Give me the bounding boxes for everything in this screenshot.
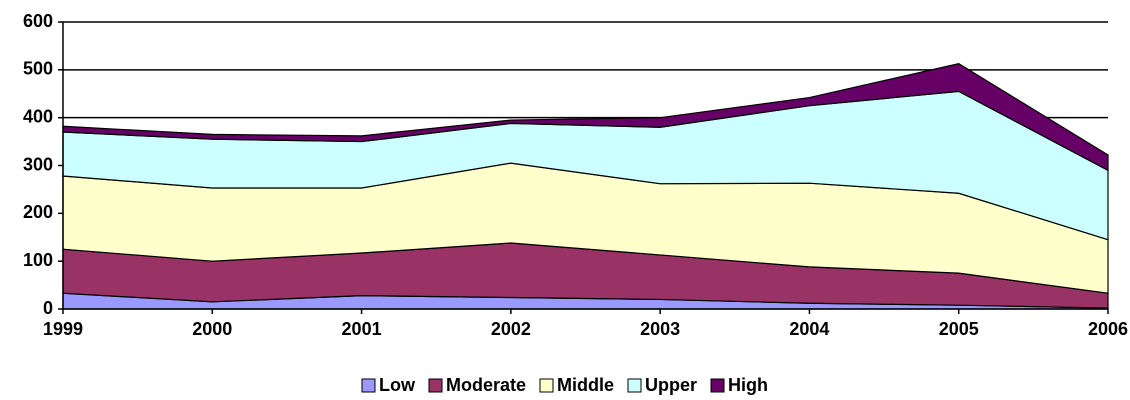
- x-tick-label: 1999: [43, 319, 83, 339]
- legend-swatch: [627, 378, 642, 393]
- legend-swatch: [428, 378, 443, 393]
- x-tick-label: 2002: [491, 319, 531, 339]
- legend-label: Upper: [645, 375, 697, 395]
- x-tick-label: 2000: [192, 319, 232, 339]
- x-tick-label: 2005: [939, 319, 979, 339]
- y-tick-label: 400: [23, 106, 53, 126]
- x-tick-label: 2003: [640, 319, 680, 339]
- y-tick-label: 600: [23, 11, 53, 31]
- y-tick-label: 100: [23, 250, 53, 270]
- x-tick-label: 2006: [1088, 319, 1128, 339]
- y-tick-label: 0: [43, 298, 53, 318]
- y-tick-label: 500: [23, 59, 53, 79]
- legend-swatch: [539, 378, 554, 393]
- x-tick-label: 2001: [342, 319, 382, 339]
- legend-label: Low: [379, 375, 416, 395]
- y-tick-label: 300: [23, 154, 53, 174]
- legend-label: Moderate: [446, 375, 526, 395]
- x-tick-label: 2004: [789, 319, 829, 339]
- legend-label: High: [728, 375, 768, 395]
- legend-label: Middle: [557, 375, 614, 395]
- area: [62, 62, 1109, 172]
- y-tick-label: 200: [23, 202, 53, 222]
- legend-swatch: [361, 378, 376, 393]
- legend-swatch: [710, 378, 725, 393]
